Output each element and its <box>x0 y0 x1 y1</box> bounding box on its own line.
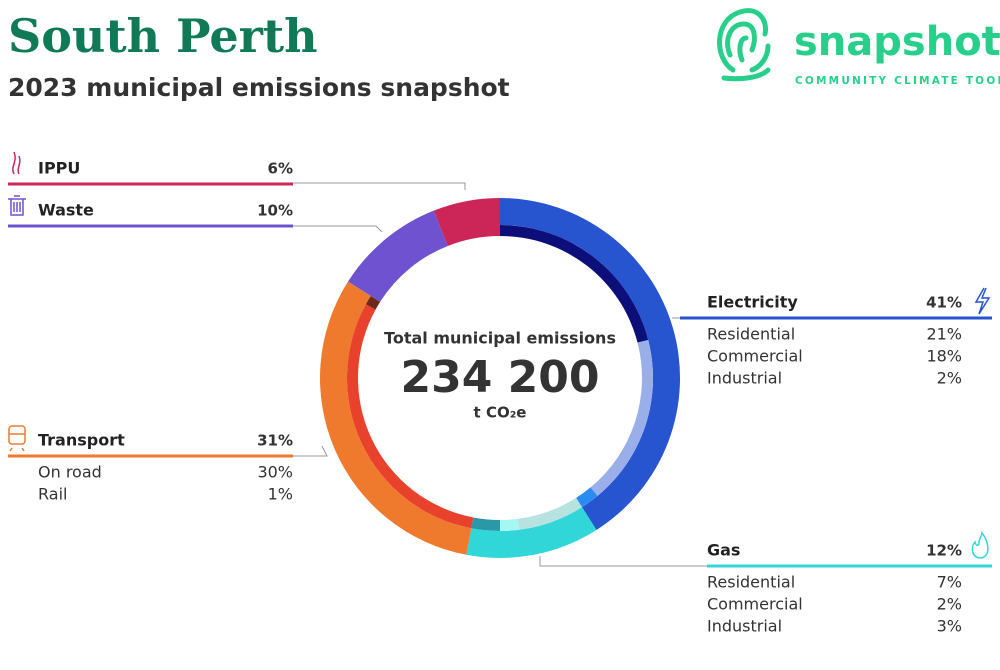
connector-line <box>539 556 707 567</box>
logo-icon <box>717 8 771 82</box>
sector-arc <box>320 281 472 555</box>
subsector-arc <box>517 497 582 530</box>
subsector-value: 3% <box>937 617 962 636</box>
subsector-name: Commercial <box>707 595 803 614</box>
sector-arc <box>466 507 597 558</box>
subsector-value: 21% <box>926 325 962 344</box>
subsector-value: 18% <box>926 347 962 366</box>
subsector-value: 1% <box>268 485 293 504</box>
subsector-arc <box>576 487 598 508</box>
subsector-arc <box>500 518 520 531</box>
subsector-arc <box>590 339 654 496</box>
connector-line <box>293 445 328 457</box>
connector-line <box>293 182 466 190</box>
icon-ippu <box>12 151 21 175</box>
subsector-arc <box>471 517 500 531</box>
subsector-arc <box>365 296 381 310</box>
legend-name: Transport <box>38 431 125 450</box>
icon-electricity <box>974 287 991 315</box>
subsector-arc <box>347 304 474 529</box>
subsector-name: Commercial <box>707 347 803 366</box>
subsector-value: 2% <box>937 369 962 388</box>
subsector-name: Industrial <box>707 369 782 388</box>
center-unit: t CO₂e <box>474 404 527 422</box>
subsector-name: On road <box>38 463 102 482</box>
center-total: 234 200 <box>400 352 599 403</box>
subsector-name: Residential <box>707 325 795 344</box>
sector-arc <box>433 198 500 246</box>
icon-waste <box>8 195 26 216</box>
subsector-value: 30% <box>257 463 293 482</box>
legend-name: Electricity <box>707 293 798 312</box>
sector-arc <box>500 198 681 530</box>
subsector-value: 2% <box>937 595 962 614</box>
legend-value: 31% <box>257 432 293 450</box>
legend-name: IPPU <box>38 159 80 178</box>
icon-transport <box>8 425 26 452</box>
sector-arc <box>348 210 448 302</box>
legend-value: 12% <box>926 542 962 560</box>
subsector-arc <box>500 225 649 343</box>
legend-value: 41% <box>926 294 962 312</box>
legend-name: Waste <box>38 201 94 220</box>
legend-value: 6% <box>268 160 293 178</box>
chart-title: South Perth <box>8 9 318 63</box>
subsector-name: Industrial <box>707 617 782 636</box>
legend-value: 10% <box>257 202 293 220</box>
connector-line <box>293 225 383 233</box>
icon-gas <box>971 530 989 559</box>
subsector-name: Rail <box>38 485 67 504</box>
chart-subtitle: 2023 municipal emissions snapshot <box>8 73 510 102</box>
legend-name: Gas <box>707 541 740 560</box>
logo-tagline: COMMUNITY CLIMATE TOOL <box>795 75 1000 87</box>
center-label: Total municipal emissions <box>384 329 616 348</box>
logo-text: snapshot <box>794 19 1000 65</box>
subsector-name: Residential <box>707 573 795 592</box>
subsector-value: 7% <box>937 573 962 592</box>
